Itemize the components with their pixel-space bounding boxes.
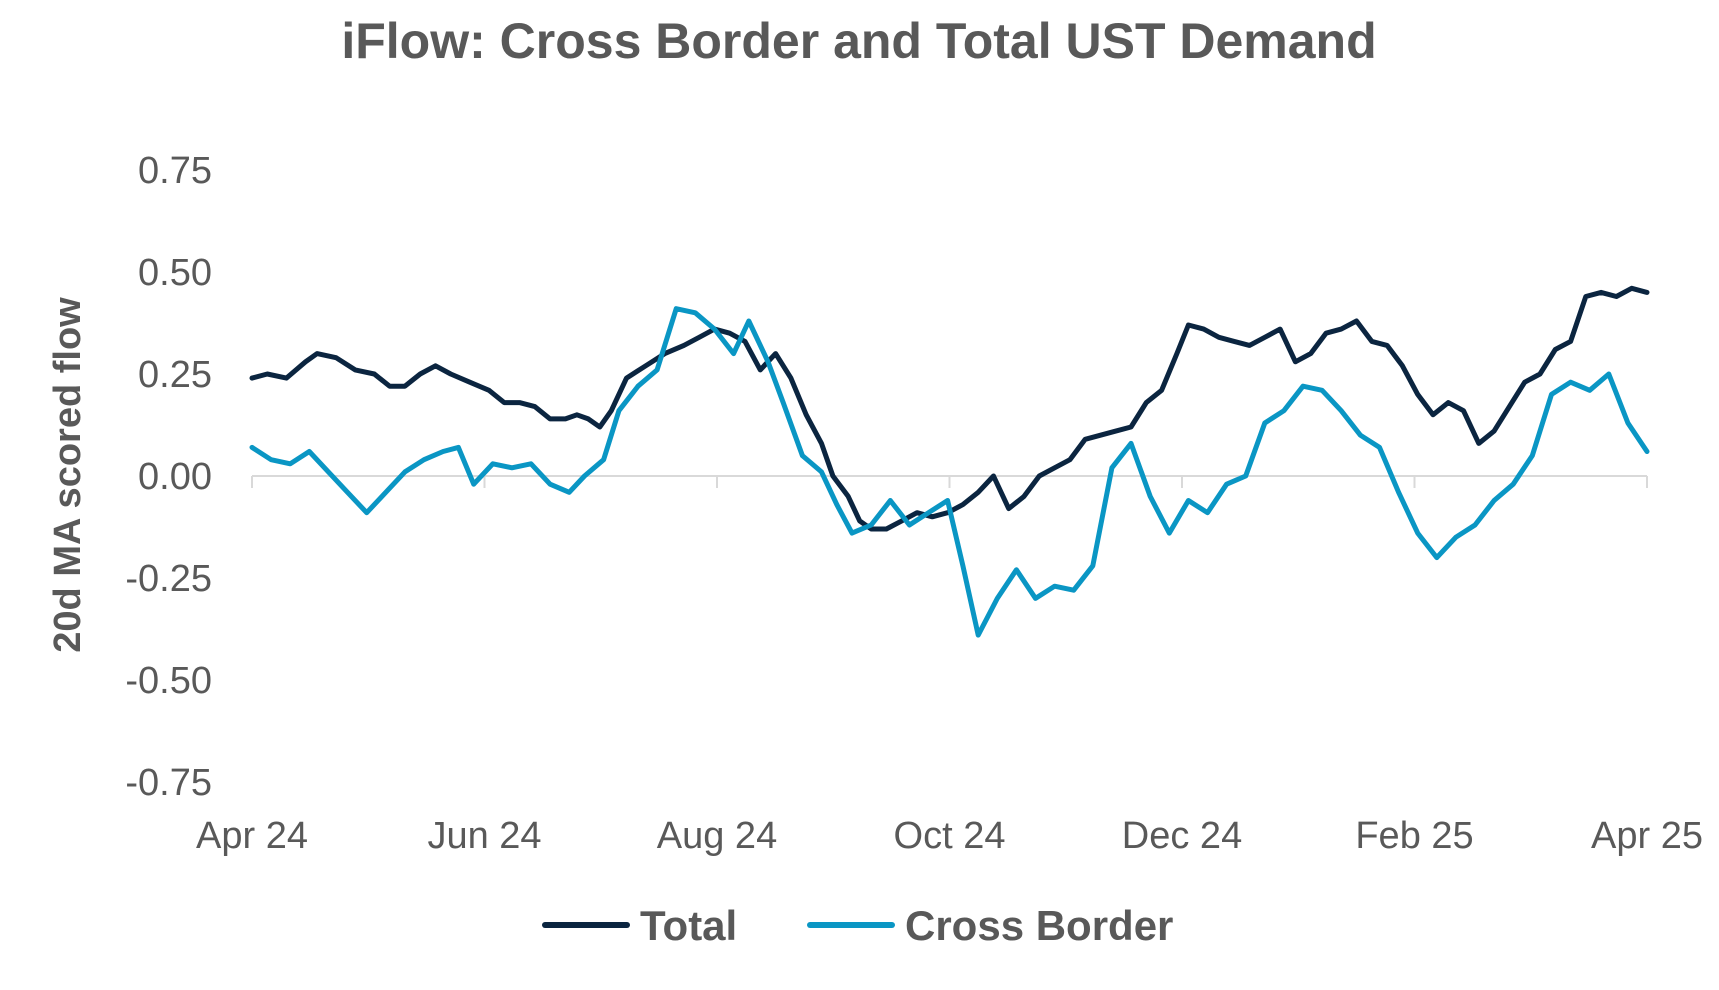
y-tick-label: 0.75 — [138, 150, 212, 192]
chart-title: iFlow: Cross Border and Total UST Demand — [341, 13, 1376, 69]
legend: Total Cross Border — [542, 902, 1173, 949]
legend-label: Cross Border — [905, 902, 1173, 949]
y-axis-label: 20d MA scored flow — [47, 297, 89, 653]
y-tick-label: 0.25 — [138, 354, 212, 396]
y-tick-label: -0.25 — [125, 558, 212, 600]
y-axis-ticks: 0.75 0.50 0.25 0.00 -0.25 -0.50 -0.75 — [125, 150, 212, 804]
y-tick-label: 0.00 — [138, 456, 212, 498]
x-tick-label: Oct 24 — [894, 815, 1006, 857]
x-tick-label: Feb 25 — [1355, 815, 1473, 857]
y-tick-label: -0.75 — [125, 762, 212, 804]
x-tick-label: Jun 24 — [427, 815, 541, 857]
legend-label: Total — [640, 902, 737, 949]
x-tick-label: Apr 24 — [196, 815, 308, 857]
y-tick-label: 0.50 — [138, 252, 212, 294]
x-axis-ticks: Apr 24 Jun 24 Aug 24 Oct 24 Dec 24 Feb 25 Apr … — [196, 476, 1703, 857]
series-line-cross-border — [249, 306, 1650, 638]
x-tick-label: Apr 25 — [1591, 815, 1703, 857]
x-tick-label: Aug 24 — [657, 815, 777, 857]
y-tick-label: -0.50 — [125, 660, 212, 702]
x-tick-label: Dec 24 — [1122, 815, 1242, 857]
series-lines — [249, 285, 1650, 638]
series-line-total — [249, 285, 1650, 532]
